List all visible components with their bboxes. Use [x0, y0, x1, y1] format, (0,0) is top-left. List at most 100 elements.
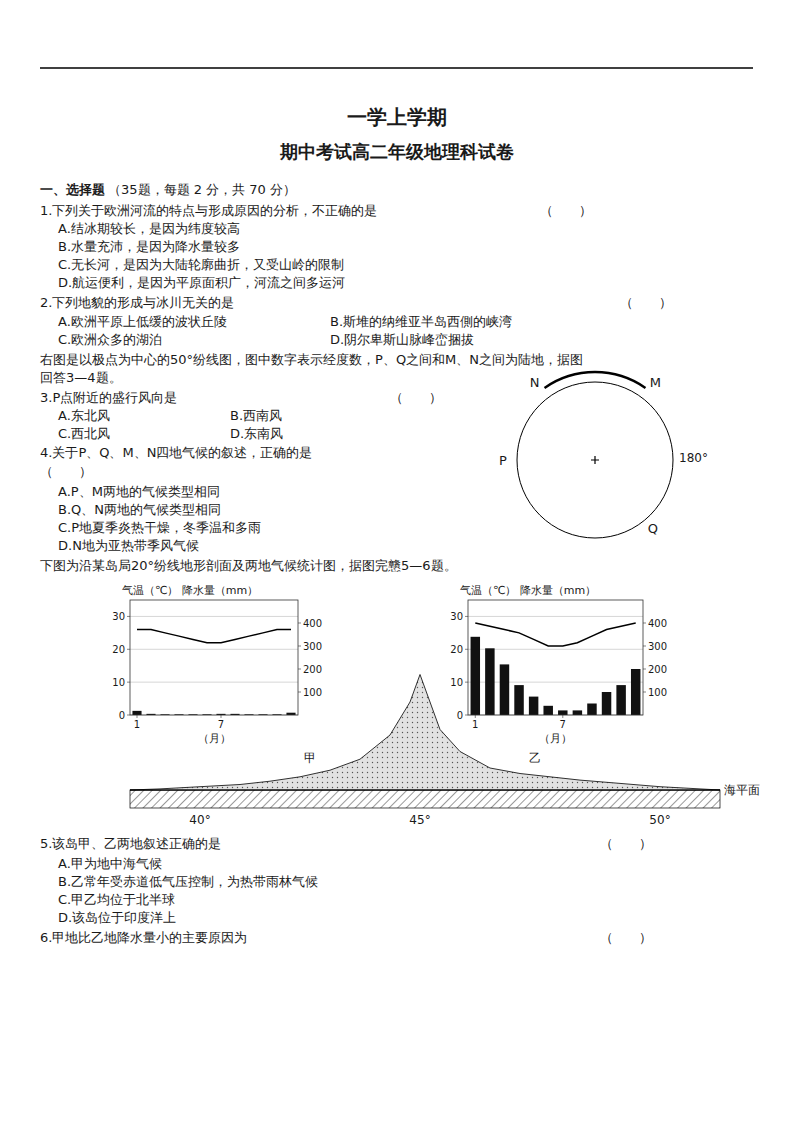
climate-chart: 010203010020030040017（月）气温（℃） 降水量（mm）: [450, 584, 667, 745]
x-tick: [221, 715, 222, 718]
subtitle: 期中考试高二年级地理科试卷: [279, 141, 514, 162]
question-line: 一、选择题: [40, 182, 105, 197]
question-text: 一、选择题（35题，每题 2 分，共 70 分）1.下列关于欧洲河流的特点与形成…: [40, 182, 672, 945]
y-tick-label: 20: [112, 644, 125, 655]
precip-bar: [543, 706, 552, 715]
question-line: 3.P点附近的盛行风向是: [40, 390, 177, 405]
question-line: A.P、M两地的气候类型相同: [58, 484, 220, 499]
point-label: N: [530, 375, 540, 390]
y-tick-label: 0: [457, 710, 463, 721]
climate-chart: 010203010020030040017（月）气温（℃） 降水量（mm）: [112, 584, 322, 745]
precip-bar: [558, 710, 567, 715]
question-line: D.东南风: [230, 426, 283, 441]
precip-bar: [616, 685, 625, 715]
y-tick: [465, 715, 468, 716]
x-tick-label: 1: [472, 719, 478, 730]
precip-bar: [573, 710, 582, 715]
question-line: C.无长河，是因为大陆轮廓曲折，又受山岭的限制: [58, 257, 344, 272]
pole-cross: [591, 456, 599, 464]
question-line: D.该岛位于印度洋上: [58, 910, 176, 925]
terrain: 海平面甲乙40°45°50°: [130, 675, 760, 828]
y-tick: [127, 649, 130, 650]
land-arc: [545, 372, 646, 388]
question-line: C.西北风: [58, 426, 110, 441]
question-line: D.航运便利，是因为平原面积广，河流之间多运河: [58, 275, 345, 290]
y2-tick: [298, 692, 301, 693]
plot-frame: [468, 600, 643, 715]
y-tick-label: 10: [450, 677, 463, 688]
y2-tick: [643, 646, 646, 647]
y2-tick: [643, 669, 646, 670]
y-tick-label: 20: [450, 644, 463, 655]
temperature-line: [475, 623, 635, 646]
y-tick-label: 10: [112, 677, 125, 688]
y2-tick: [298, 623, 301, 624]
place-label: 甲: [304, 751, 316, 765]
question-line: C.欧洲众多的湖泊: [58, 332, 162, 347]
y2-tick: [643, 692, 646, 693]
y-tick: [465, 649, 468, 650]
sea-floor: [130, 790, 720, 808]
question-line: B.水量充沛，是因为降水量较多: [58, 239, 240, 254]
grid-line: [468, 616, 643, 617]
y2-tick: [298, 669, 301, 670]
question-line: C.P地夏季炎热干燥，冬季温和多雨: [58, 520, 261, 535]
plot-frame: [130, 600, 298, 715]
sea-level: [130, 790, 720, 791]
chart-title: 气温（℃） 降水量（mm）: [122, 584, 258, 597]
x-tick: [475, 715, 476, 718]
chart-title: 气温（℃） 降水量（mm）: [460, 584, 596, 597]
question-line: D.阴尔卑斯山脉峰峦捆拔: [330, 332, 474, 347]
precip-bar: [631, 669, 640, 715]
y2-tick-label: 200: [303, 664, 322, 675]
question-line: B.乙常年受赤道低气压控制，为热带雨林气候: [58, 874, 318, 889]
y2-tick-label: 300: [303, 641, 322, 652]
question-line: （ ）: [390, 390, 442, 405]
precip-bar: [514, 685, 523, 715]
question-line: A.甲为地中海气候: [58, 856, 162, 871]
point-label: M: [650, 375, 661, 390]
grid-line: [130, 649, 298, 650]
y-tick-label: 30: [450, 611, 463, 622]
question-line: B.Q、N两地的气候类型相同: [58, 502, 221, 517]
y2-tick-label: 100: [648, 687, 667, 698]
x-tick-label: 7: [218, 719, 224, 730]
y-tick-label: 30: [112, 611, 125, 622]
y-tick: [465, 682, 468, 683]
temperature-line: [137, 630, 291, 643]
question-line: C.甲乙均位于北半球: [58, 892, 175, 907]
point-label: P: [499, 453, 507, 468]
question-line: 回答3—4题。: [40, 370, 122, 385]
x-tick-label: 1: [134, 719, 140, 730]
question-line: B.斯堆的纳维亚半岛西側的峡湾: [330, 314, 512, 329]
y-tick-label: 0: [119, 710, 125, 721]
y2-tick-label: 200: [648, 664, 667, 675]
plot-area: [471, 623, 641, 715]
y-tick: [127, 715, 130, 716]
longitude-label: 50°: [649, 813, 670, 827]
longitude-label: 45°: [409, 813, 430, 827]
x-tick: [562, 715, 563, 718]
precip-bar: [602, 692, 611, 715]
question-line: 2.下列地貌的形成与冰川无关的是: [40, 295, 234, 310]
precip-bar: [529, 697, 538, 715]
question-line: （ ）: [540, 203, 592, 218]
y2-tick-label: 100: [303, 687, 322, 698]
precip-bar: [471, 637, 480, 715]
top-rule: [40, 67, 753, 69]
precip-bar: [500, 664, 509, 715]
place-label: 乙: [529, 751, 541, 765]
question-line: 下图为沿某岛局20°纷线地形剖面及两地气候统计图，据图完戆5—6题。: [40, 558, 457, 573]
question-line: B.西南风: [230, 408, 282, 423]
title: 一学上学期: [347, 105, 447, 129]
y2-tick-label: 400: [648, 618, 667, 629]
grid-line: [130, 682, 298, 683]
y2-tick: [643, 623, 646, 624]
question-line: 6.甲地比乙地降水量小的主要原因为: [40, 930, 247, 945]
longitude-label: 180°: [679, 451, 708, 465]
precip-bar: [132, 711, 141, 715]
precip-bar: [587, 704, 596, 716]
question-line: （ ）: [600, 836, 652, 851]
plot-area: [132, 630, 295, 715]
x-tick: [137, 715, 138, 718]
